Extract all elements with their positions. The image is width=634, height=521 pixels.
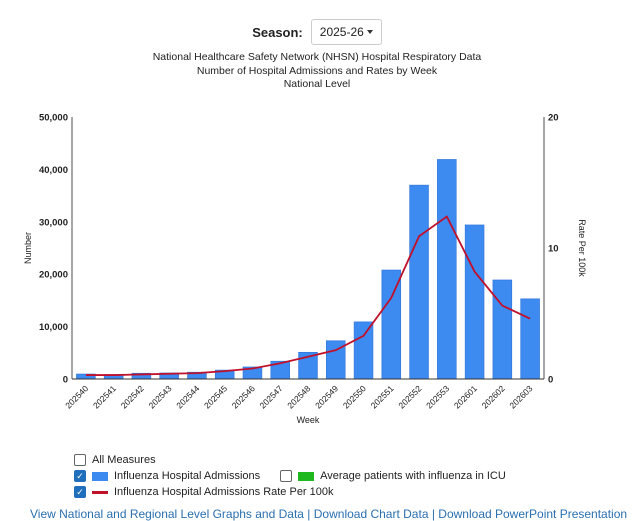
chart-title: National Healthcare Safety Network (NHSN… (152, 51, 482, 63)
bar (409, 184, 429, 380)
x-axis-label: Week (297, 415, 320, 425)
y-axis-label: Number (23, 232, 33, 264)
x-tick-label: 202546 (230, 383, 257, 410)
y-tick-label: 0 (63, 375, 68, 386)
y-tick-label: 50,000 (39, 113, 68, 124)
season-label: Season: (252, 24, 303, 40)
icu-swatch (298, 471, 315, 481)
admissions-label: Influenza Hospital Admissions (114, 470, 261, 482)
y2-axis-label: Rate Per 100k (577, 219, 587, 277)
y-tick-label: 40,000 (39, 165, 68, 176)
rate-swatch (92, 490, 108, 494)
x-tick-label: 202544 (174, 383, 201, 410)
icu-checkbox[interactable] (280, 470, 293, 482)
rate-checkbox[interactable]: ✓ (74, 486, 86, 498)
x-tick-label: 202551 (369, 383, 396, 410)
icu-label: Average patients with influenza in ICU (320, 470, 506, 482)
season-dropdown[interactable]: 2025-26 (310, 19, 382, 45)
y-tick-label: 10,000 (39, 322, 68, 333)
x-tick-label: 202547 (258, 383, 285, 410)
x-tick-label: 202543 (146, 383, 173, 410)
y2-tick-label: 20 (548, 113, 559, 124)
legend-all-measures[interactable]: All Measures (74, 452, 506, 468)
x-tick-label: 202549 (313, 383, 340, 410)
y-tick-label: 20,000 (39, 270, 68, 281)
x-tick-label: 202541 (91, 383, 118, 410)
chart-subtitle: Number of Hospital Admissions and Rates … (196, 64, 438, 77)
x-tick-label: 202542 (119, 383, 146, 410)
admissions-swatch (92, 471, 108, 481)
season-value: 2025-26 (319, 25, 364, 39)
chart-level: National Level (283, 78, 351, 90)
y2-tick-label: 0 (548, 375, 553, 386)
footer-links: View National and Regional Level Graphs … (30, 507, 628, 521)
bar (492, 279, 513, 380)
x-tick-label: 202550 (341, 383, 368, 410)
season-selector: Season: 2025-26 (0, 19, 634, 45)
bar (437, 159, 457, 380)
chart-titles: National Healthcare Safety Network (NHSN… (0, 51, 634, 92)
legend: All Measures ✓ Influenza Hospital Admiss… (74, 452, 506, 500)
x-tick-label: 202552 (396, 383, 423, 410)
x-tick-label: 202601 (452, 383, 479, 410)
rate-label: Influenza Hospital Admissions Rate Per 1… (114, 486, 334, 498)
view-national-regional-link[interactable]: View National and Regional Level Graphs … (30, 507, 304, 521)
bar (353, 321, 374, 380)
all-measures-label: All Measures (92, 454, 156, 466)
y2-tick-label: 10 (548, 244, 559, 255)
caret-down-icon (366, 30, 373, 34)
combo-chart: 0 10,000 20,000 30,000 40,000 50,000 0 10 20 Numb… (23, 113, 587, 426)
bar (464, 224, 485, 380)
x-tick-label: 202540 (63, 383, 90, 410)
x-tick-label: 202553 (424, 383, 451, 410)
bar (381, 269, 402, 380)
download-powerpoint-link[interactable]: Download PowerPoint Presentation (438, 507, 628, 521)
x-tick-label: 202602 (480, 383, 507, 410)
all-measures-checkbox[interactable] (74, 454, 86, 466)
x-tick-label: 202603 (507, 383, 534, 410)
bar (520, 298, 540, 380)
rate-line (85, 215, 531, 376)
admissions-checkbox[interactable]: ✓ (74, 470, 86, 482)
download-chart-data-link[interactable]: Download Chart Data (313, 507, 429, 521)
y-tick-label: 30,000 (39, 217, 68, 228)
x-tick-label: 202545 (202, 383, 229, 410)
x-tick-label: 202548 (285, 383, 312, 410)
